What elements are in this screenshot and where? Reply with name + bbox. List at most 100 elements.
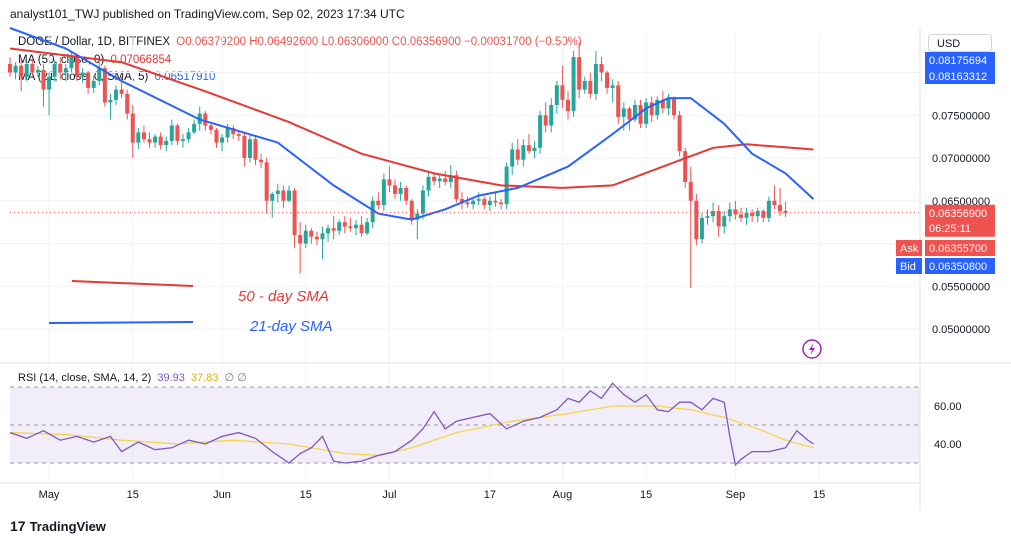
candle-body [309, 230, 314, 237]
candle [716, 205, 721, 237]
candle-body [52, 63, 57, 77]
candle [320, 226, 325, 259]
candle-body [588, 81, 593, 94]
candle-body [41, 69, 46, 90]
rsi-line [9, 382, 814, 467]
candle-body [521, 145, 526, 160]
candle [420, 185, 425, 220]
candle-body [783, 211, 788, 213]
candle-body [554, 85, 559, 105]
candle [326, 224, 331, 242]
candle-body [420, 190, 425, 214]
ask-value-bg [925, 240, 995, 256]
candle-body [342, 222, 347, 227]
candle [409, 199, 414, 225]
candle [705, 209, 710, 225]
candle-body [119, 89, 124, 94]
candle [47, 72, 52, 116]
candle-body [97, 68, 102, 82]
candle-body [231, 128, 236, 135]
candle-body [158, 136, 163, 146]
sma50-annotation-text: 50 - day SMA [238, 288, 329, 305]
candle-body [711, 211, 716, 217]
candle-body [694, 200, 699, 240]
candle-body [566, 99, 570, 111]
candle [74, 53, 79, 82]
candle-body [331, 228, 336, 231]
candle-body [220, 137, 225, 143]
candle-body [320, 233, 325, 240]
candle [778, 187, 783, 217]
candle-body [722, 216, 727, 227]
rsi-value: 39.93 [157, 372, 185, 384]
candle-body [571, 57, 576, 111]
tradingview-footer[interactable]: 17 TradingView [10, 518, 106, 534]
candle [750, 209, 755, 223]
candle [521, 139, 526, 167]
candle [309, 228, 314, 244]
candle-body [683, 151, 688, 182]
candle [699, 213, 704, 244]
candle-body [270, 193, 275, 201]
candle-body [287, 190, 291, 201]
rsi-band [10, 386, 920, 464]
price-tick-label: 0.05000000 [932, 324, 990, 336]
rsi-sma-line [9, 405, 814, 457]
currency-button[interactable]: USD [928, 34, 992, 52]
candle [515, 139, 520, 165]
candle [459, 192, 464, 210]
time-tick-label: Jun [213, 489, 231, 501]
ask-tag-bg [896, 240, 922, 256]
candle [761, 209, 766, 223]
candle [231, 125, 236, 140]
ohlc-values: O0.06379200 H0.06492600 L0.06306000 C0.0… [176, 36, 582, 48]
candle [381, 173, 386, 212]
candle-body [677, 115, 682, 152]
candle [632, 99, 637, 123]
candle-body [130, 113, 135, 143]
candle-body [58, 63, 63, 73]
candle [253, 136, 258, 165]
candle-body [738, 214, 743, 218]
candle [353, 219, 358, 235]
candle-body [727, 209, 732, 217]
candle-body [303, 230, 308, 244]
candle-body [582, 81, 587, 90]
candle [766, 196, 771, 223]
candle-body [454, 175, 459, 200]
candle [465, 196, 470, 208]
time-tick-label: Jul [382, 489, 396, 501]
candle [97, 62, 102, 86]
candle-body [426, 176, 431, 191]
candle [638, 99, 643, 129]
candle-body [298, 234, 303, 244]
sma50-annotation-line [71, 280, 194, 287]
candle [454, 170, 459, 203]
rsi-label: RSI (14, close, SMA, 14, 2) [18, 372, 152, 384]
candle [711, 202, 716, 223]
candle [727, 202, 732, 223]
candle [772, 185, 777, 210]
candle [677, 110, 682, 157]
candle [214, 128, 219, 148]
candle [52, 59, 57, 82]
candle [24, 59, 29, 82]
price-chart[interactable]: 50 - day SMA 21-day SMA 0.080000000.0750… [0, 0, 1011, 510]
candle [147, 132, 152, 148]
candle-body [593, 63, 598, 94]
candle-body [409, 200, 414, 220]
rsi-legend[interactable]: RSI (14, close, SMA, 14, 2) 39.93 37.83 … [18, 371, 247, 384]
candle [114, 85, 119, 105]
candle-body [632, 104, 637, 120]
time-tick-label: 15 [813, 489, 825, 501]
candle [599, 57, 604, 82]
rsi-extra: ∅ ∅ [224, 372, 247, 384]
candle-body [750, 212, 755, 217]
candle [264, 158, 269, 214]
candle-body [8, 63, 12, 73]
candle-body [192, 123, 197, 133]
candle-body [437, 178, 442, 182]
candle [41, 63, 46, 107]
candle [616, 81, 621, 124]
rsi-tick-label: 60.00 [934, 401, 962, 413]
